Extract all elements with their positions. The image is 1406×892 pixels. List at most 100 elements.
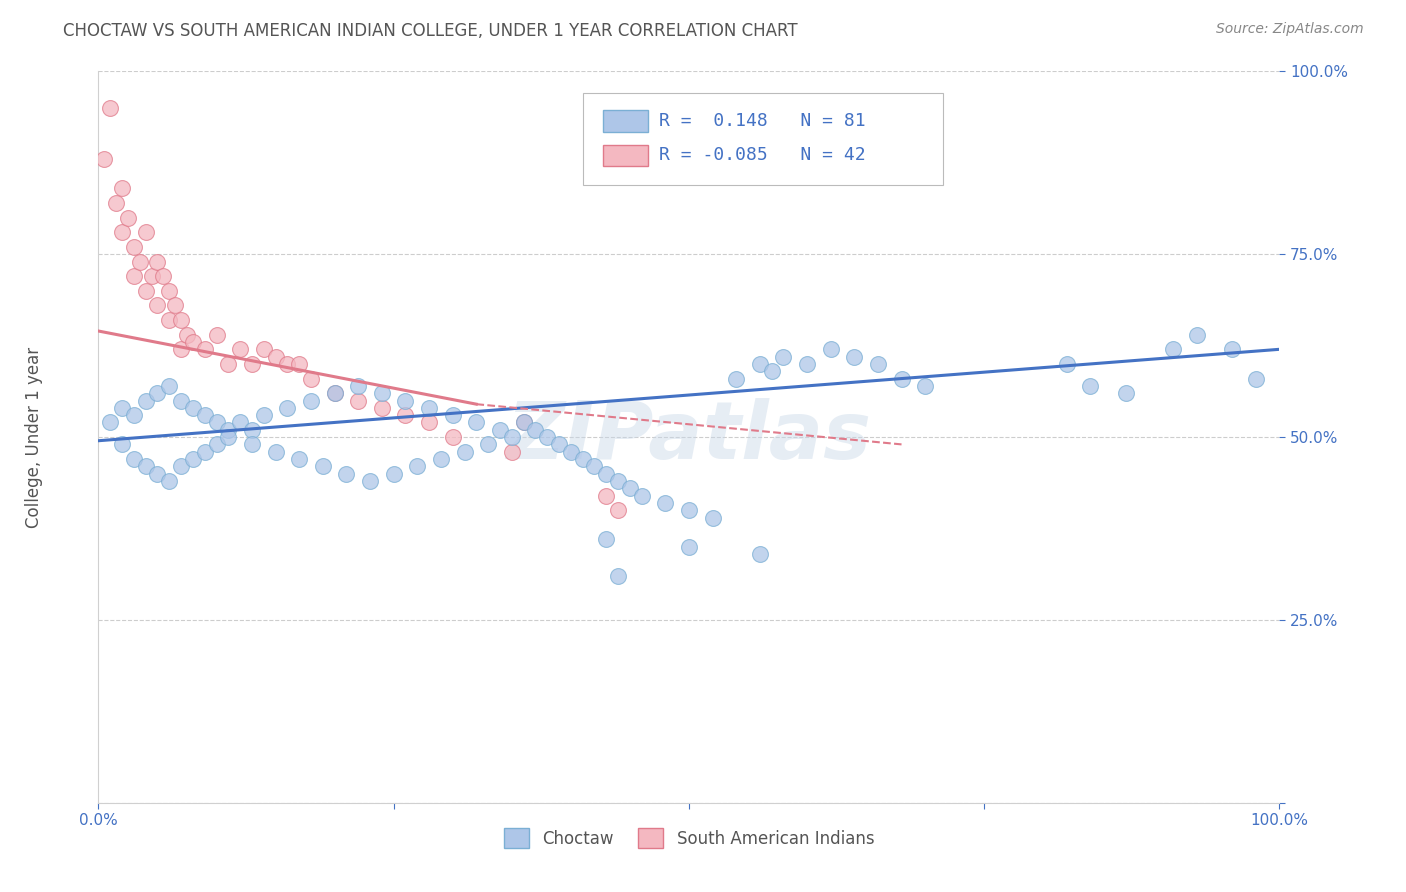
Point — [181, 452, 204, 467]
Point — [105, 196, 128, 211]
Point — [194, 408, 217, 422]
Point — [866, 357, 889, 371]
Point — [122, 269, 145, 284]
Point — [536, 430, 558, 444]
Point — [489, 423, 512, 437]
Point — [240, 437, 263, 451]
Point — [240, 357, 263, 371]
Point — [678, 540, 700, 554]
Point — [146, 298, 169, 312]
Point — [654, 496, 676, 510]
Point — [465, 416, 488, 430]
Point — [382, 467, 405, 481]
Text: R = -0.085   N = 42: R = -0.085 N = 42 — [659, 146, 866, 164]
Point — [111, 437, 134, 451]
Point — [418, 401, 440, 415]
Point — [111, 401, 134, 415]
Point — [312, 459, 335, 474]
Point — [98, 416, 121, 430]
Text: ZIPatlas: ZIPatlas — [506, 398, 872, 476]
Point — [761, 364, 783, 378]
Point — [512, 416, 534, 430]
Point — [253, 343, 276, 357]
Point — [157, 379, 180, 393]
Point — [1185, 327, 1208, 342]
Point — [418, 416, 440, 430]
Point — [299, 371, 322, 385]
Point — [406, 459, 429, 474]
Point — [371, 386, 394, 401]
Point — [595, 533, 617, 547]
Point — [170, 343, 193, 357]
Point — [748, 357, 770, 371]
Point — [165, 298, 187, 312]
Point — [229, 343, 252, 357]
Point — [571, 452, 593, 467]
Bar — [603, 110, 648, 132]
Point — [772, 350, 794, 364]
Point — [146, 254, 169, 268]
Point — [595, 467, 617, 481]
Point — [146, 386, 169, 401]
Point — [276, 401, 298, 415]
Point — [347, 393, 370, 408]
Point — [323, 386, 346, 401]
Point — [264, 444, 287, 458]
Point — [205, 416, 228, 430]
Point — [217, 423, 239, 437]
Point — [205, 327, 228, 342]
Text: Source: ZipAtlas.com: Source: ZipAtlas.com — [1216, 22, 1364, 37]
Point — [323, 386, 346, 401]
Point — [264, 350, 287, 364]
Point — [796, 357, 818, 371]
Point — [194, 343, 217, 357]
Point — [512, 416, 534, 430]
Point — [135, 393, 157, 408]
Point — [595, 489, 617, 503]
Point — [122, 240, 145, 254]
Point — [501, 444, 523, 458]
Point — [394, 408, 416, 422]
Point — [678, 503, 700, 517]
Point — [128, 254, 150, 268]
Point — [276, 357, 298, 371]
Point — [347, 379, 370, 393]
Point — [441, 430, 464, 444]
Point — [477, 437, 499, 451]
Point — [560, 444, 582, 458]
Point — [394, 393, 416, 408]
Point — [1244, 371, 1267, 385]
Point — [117, 211, 139, 225]
Text: R =  0.148   N = 81: R = 0.148 N = 81 — [659, 112, 866, 130]
Point — [240, 423, 263, 437]
Point — [152, 269, 174, 284]
Y-axis label: College, Under 1 year: College, Under 1 year — [25, 346, 42, 528]
Point — [176, 327, 198, 342]
Point — [1056, 357, 1078, 371]
Point — [548, 437, 571, 451]
Point — [111, 225, 134, 239]
Point — [1161, 343, 1184, 357]
Point — [607, 569, 630, 583]
Point — [170, 313, 193, 327]
Point — [181, 334, 204, 349]
Point — [630, 489, 652, 503]
Point — [170, 393, 193, 408]
Point — [288, 357, 311, 371]
Point — [453, 444, 475, 458]
Point — [135, 459, 157, 474]
Point — [205, 437, 228, 451]
Point — [820, 343, 842, 357]
Point — [619, 481, 641, 495]
Point — [170, 459, 193, 474]
Point — [135, 284, 157, 298]
Point — [1220, 343, 1243, 357]
Point — [194, 444, 217, 458]
Point — [181, 401, 204, 415]
Point — [93, 152, 115, 166]
Point — [217, 357, 239, 371]
Point — [141, 269, 163, 284]
Point — [1080, 379, 1102, 393]
Point — [1115, 386, 1137, 401]
Point — [217, 430, 239, 444]
